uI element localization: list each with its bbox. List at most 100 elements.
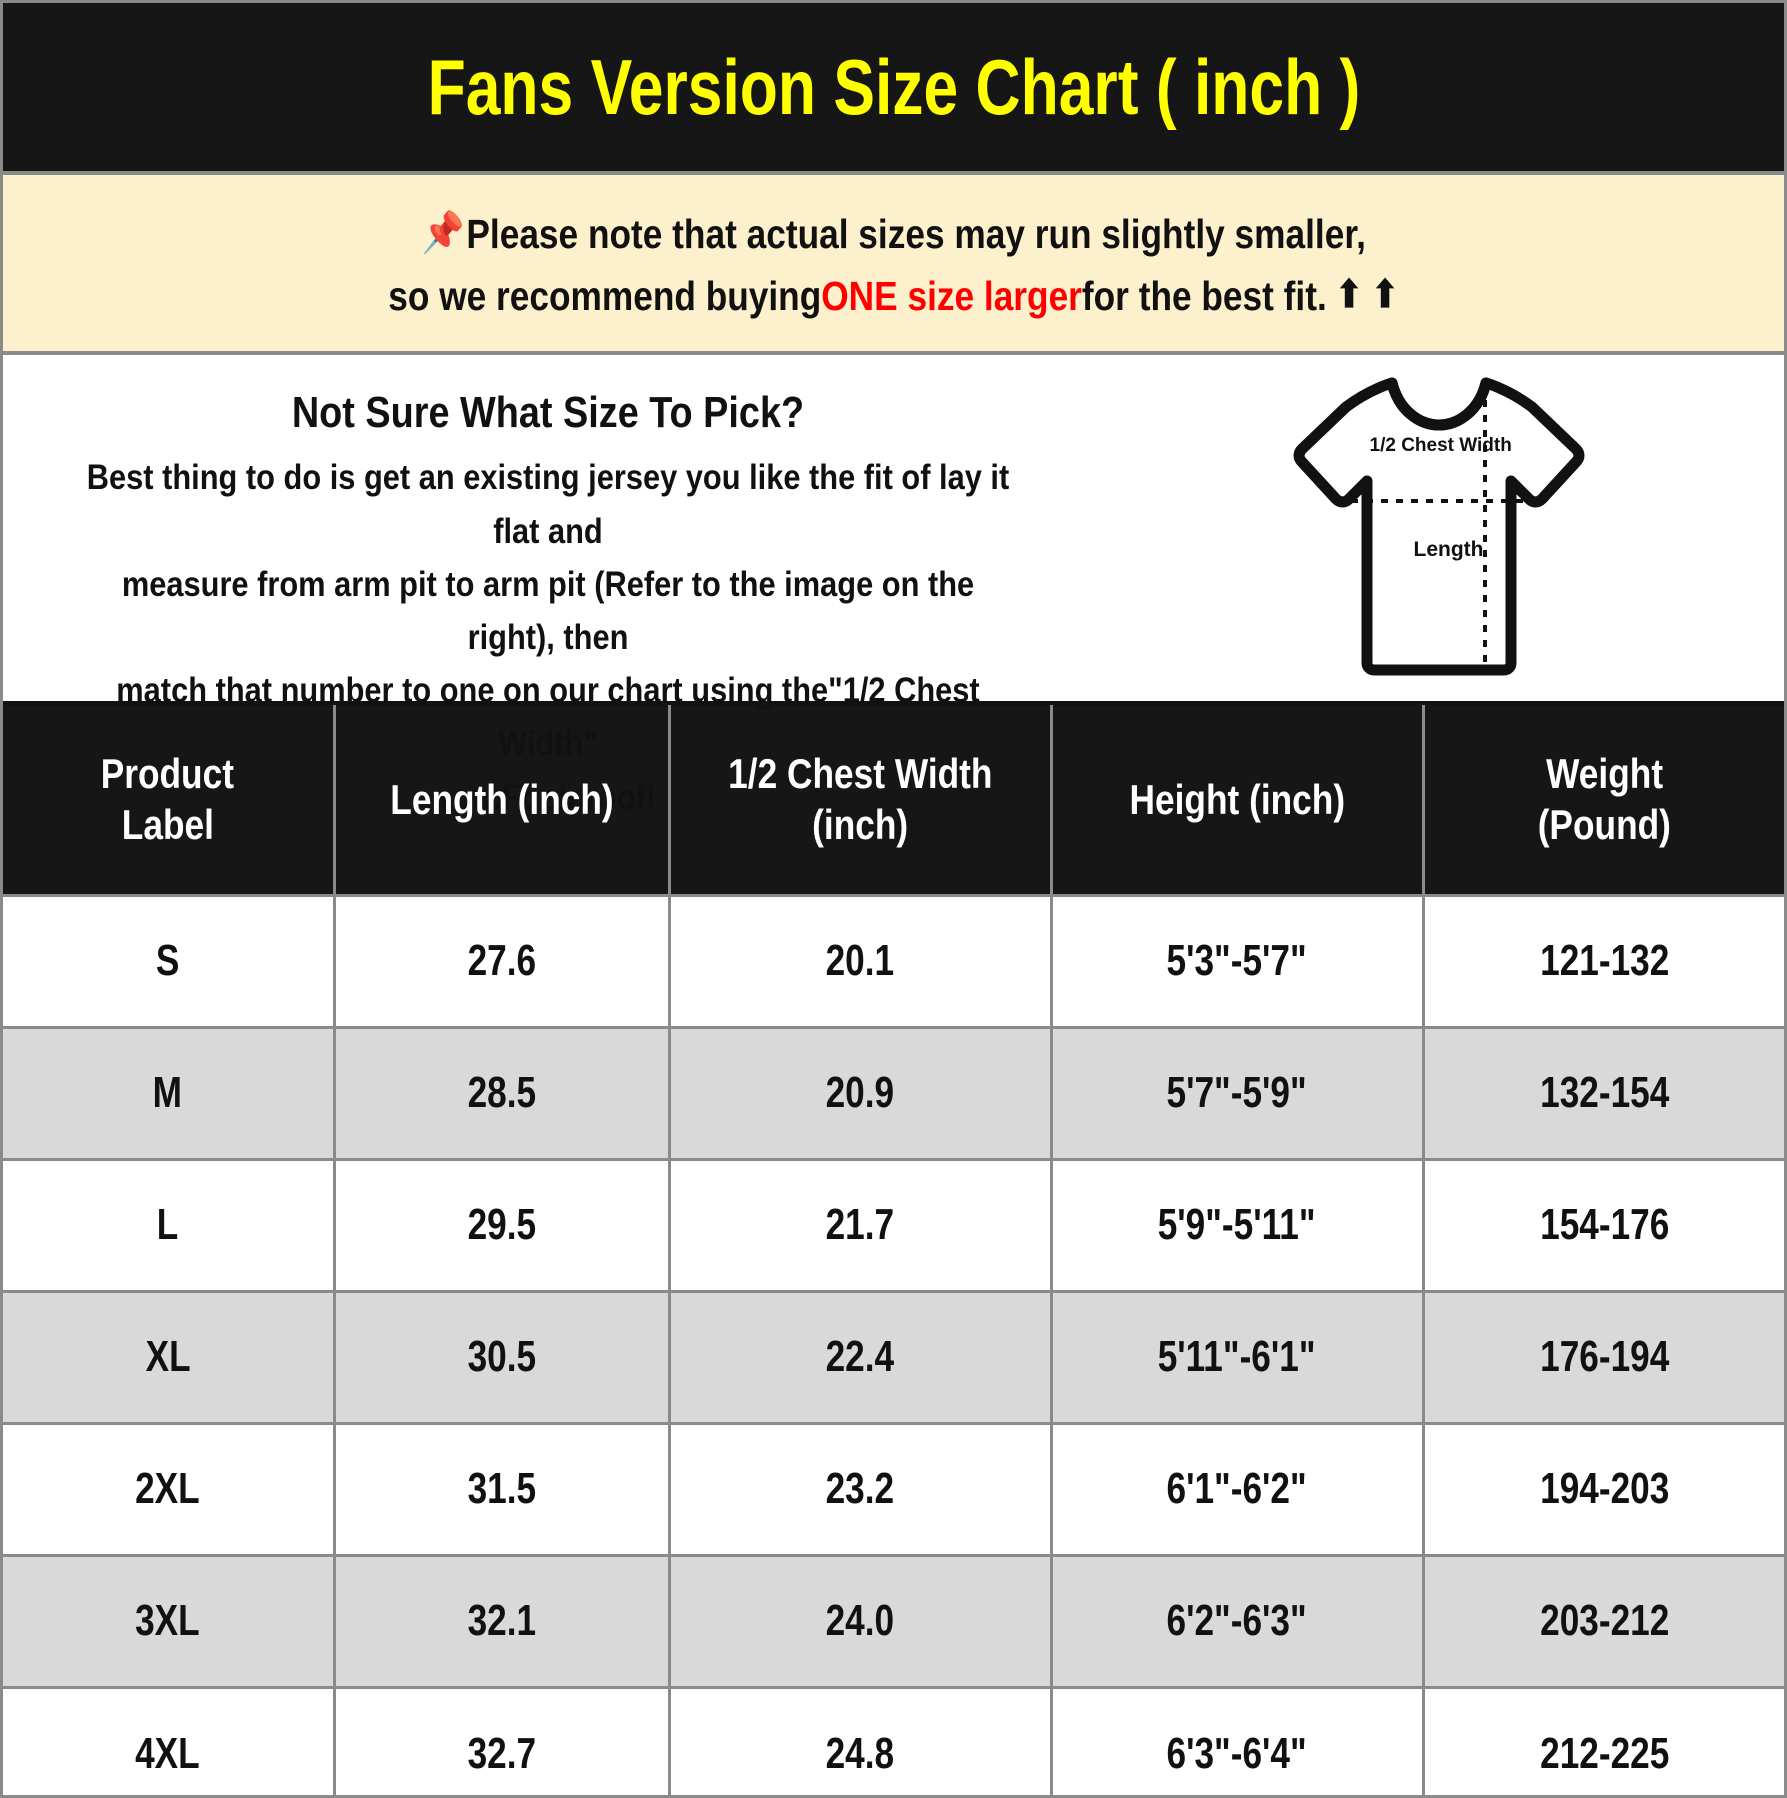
info-body-line-1: Best thing to do is get an existing jers…: [86, 458, 1010, 551]
cell-text: 121-132: [1539, 936, 1669, 985]
table-row: S 27.6 20.1 5'3"-5'7" 121-132: [3, 893, 1784, 1027]
table-header: Product Label Length (inch) 1/2 Chest Wi…: [3, 705, 1784, 895]
cell-text: 29.5: [467, 1200, 536, 1249]
cell-chest-width: 21.7: [667, 1157, 1051, 1291]
notice-text-2-before: so we recommend buying: [388, 273, 822, 319]
cell-text: 194-203: [1539, 1464, 1669, 1513]
cell-text: 6'3"-6'4": [1166, 1728, 1308, 1778]
cell-text: 32.7: [467, 1728, 536, 1778]
column-header-weight: Weight (Pound): [1421, 705, 1784, 895]
cell-text: XL: [145, 1332, 191, 1381]
cell-product-label: M: [3, 1025, 334, 1159]
notice-line-2: so we recommend buying ONE size larger f…: [388, 265, 1398, 327]
cell-text: 5'7"-5'9": [1166, 1068, 1308, 1117]
cell-product-label: XL: [3, 1289, 334, 1423]
cell-height: 5'7"-5'9": [1049, 1025, 1423, 1159]
cell-length: 32.7: [332, 1685, 669, 1795]
header-line: Label: [121, 801, 214, 849]
cell-chest-width: 20.1: [667, 893, 1051, 1027]
cell-chest-width: 20.9: [667, 1025, 1051, 1159]
cell-text: 23.2: [825, 1464, 895, 1513]
cell-chest-width: 22.4: [667, 1289, 1051, 1423]
info-body-line-4: row.Foolproof!: [439, 777, 657, 817]
cell-product-label: 2XL: [3, 1421, 334, 1555]
info-body-line-3: match that number to one on our chart us…: [116, 671, 980, 764]
cell-text: 22.4: [825, 1332, 895, 1381]
cell-text: 30.5: [467, 1332, 536, 1381]
cell-text: M: [153, 1068, 183, 1117]
cell-text: 2XL: [135, 1464, 201, 1513]
cell-length: 28.5: [332, 1025, 669, 1159]
arrow-up-icon-2: ⬆: [1371, 274, 1399, 317]
cell-text: 3XL: [135, 1596, 201, 1645]
pushpin-icon: 📌: [421, 211, 465, 256]
table-header-row: Product Label Length (inch) 1/2 Chest Wi…: [3, 705, 1784, 895]
header-line: Weight: [1545, 750, 1663, 798]
cell-text: 176-194: [1539, 1332, 1669, 1381]
table-row: 2XL 31.5 23.2 6'1"-6'2" 194-203: [3, 1421, 1784, 1555]
cell-weight: 194-203: [1421, 1421, 1784, 1555]
notice-highlight: ONE size larger: [821, 273, 1082, 319]
cell-product-label: 3XL: [3, 1553, 334, 1687]
size-chart-table: Product Label Length (inch) 1/2 Chest Wi…: [3, 705, 1784, 1795]
notice-banner: 📌 Please note that actual sizes may run s…: [3, 175, 1784, 355]
cell-text: 27.6: [467, 936, 536, 985]
header-line: Product: [101, 750, 235, 798]
cell-text: 31.5: [467, 1464, 536, 1513]
cell-text: 20.9: [825, 1068, 895, 1117]
header-line: Height (inch): [1129, 775, 1345, 823]
cell-text: 20.1: [825, 936, 895, 985]
cell-product-label: 4XL: [3, 1685, 334, 1795]
cell-text: 212-225: [1539, 1728, 1669, 1778]
cell-length: 29.5: [332, 1157, 669, 1291]
cell-product-label: L: [3, 1157, 334, 1291]
header-line: (Pound): [1537, 801, 1671, 849]
cell-text: 6'2"-6'3": [1166, 1596, 1308, 1645]
cell-height: 6'2"-6'3": [1049, 1553, 1423, 1687]
cell-text: 132-154: [1539, 1068, 1669, 1117]
cell-text: 21.7: [825, 1200, 895, 1249]
cell-length: 27.6: [332, 893, 669, 1027]
info-heading: Not Sure What Size To Pick?: [291, 388, 805, 437]
cell-weight: 203-212: [1421, 1553, 1784, 1687]
cell-weight: 212-225: [1421, 1685, 1784, 1795]
header-line: Length (inch): [389, 775, 614, 823]
notice-text-2-after: for the best fit.: [1081, 273, 1327, 319]
info-section: Not Sure What Size To Pick? Best thing t…: [3, 355, 1784, 817]
tshirt-icon: [1293, 377, 1584, 676]
info-body-line-2: measure from arm pit to arm pit (Refer t…: [121, 564, 975, 657]
header-line: (inch): [811, 801, 909, 849]
cell-text: 5'11"-6'1": [1158, 1332, 1316, 1381]
table-row: XL 30.5 22.4 5'11"-6'1" 176-194: [3, 1289, 1784, 1423]
cell-text: 6'1"-6'2": [1166, 1464, 1308, 1513]
page-title: Fans Version Size Chart ( inch ): [427, 43, 1360, 131]
cell-product-label: S: [3, 893, 334, 1027]
cell-text: 4XL: [135, 1728, 201, 1778]
cell-length: 32.1: [332, 1553, 669, 1687]
chest-width-label: 1/2 Chest Width: [1369, 435, 1512, 456]
cell-text: S: [155, 936, 180, 985]
cell-length: 30.5: [332, 1289, 669, 1423]
cell-chest-width: 23.2: [667, 1421, 1051, 1555]
cell-height: 5'11"-6'1": [1049, 1289, 1423, 1423]
cell-text: 24.0: [825, 1596, 895, 1645]
cell-height: 5'9"-5'11": [1049, 1157, 1423, 1291]
cell-weight: 121-132: [1421, 893, 1784, 1027]
table-row: 3XL 32.1 24.0 6'2"-6'3" 203-212: [3, 1553, 1784, 1687]
cell-text: 203-212: [1539, 1596, 1669, 1645]
cell-weight: 154-176: [1421, 1157, 1784, 1291]
column-header-height: Height (inch): [1049, 705, 1423, 895]
cell-height: 5'3"-5'7": [1049, 893, 1423, 1027]
notice-line-1: 📌 Please note that actual sizes may run s…: [421, 203, 1365, 265]
cell-height: 6'3"-6'4": [1049, 1685, 1423, 1795]
cell-chest-width: 24.0: [667, 1553, 1051, 1687]
cell-text: 154-176: [1539, 1200, 1669, 1249]
title-banner: Fans Version Size Chart ( inch ): [3, 3, 1784, 175]
shirt-diagram-area: 1/2 Chest Width Length: [1093, 355, 1784, 701]
notice-text-1: Please note that actual sizes may run sl…: [466, 210, 1366, 257]
cell-text: 5'3"-5'7": [1166, 936, 1308, 985]
cell-text: 5'9"-5'11": [1158, 1200, 1316, 1249]
column-header-length: Length (inch): [332, 705, 669, 895]
arrow-up-icon-1: ⬆: [1335, 274, 1363, 317]
